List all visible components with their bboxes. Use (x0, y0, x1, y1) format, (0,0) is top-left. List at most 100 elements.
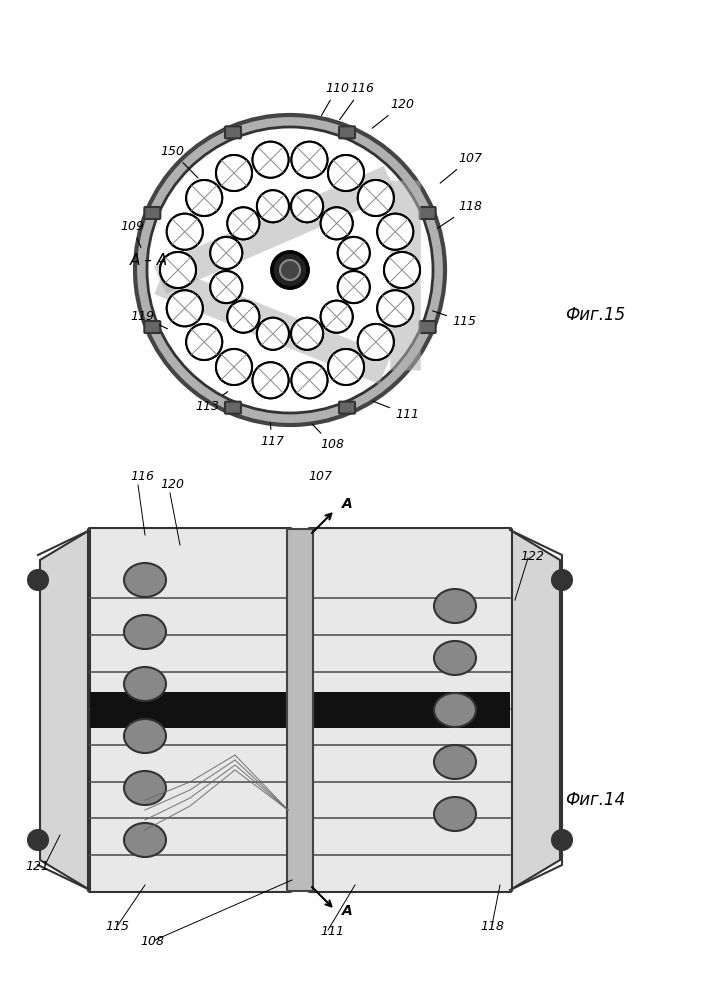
Ellipse shape (124, 615, 166, 649)
Circle shape (252, 142, 288, 178)
Text: 108: 108 (312, 424, 344, 451)
Circle shape (210, 271, 243, 303)
Text: 115: 115 (433, 311, 476, 328)
Ellipse shape (28, 570, 48, 590)
Text: 116: 116 (130, 470, 154, 483)
Circle shape (358, 180, 394, 216)
FancyBboxPatch shape (420, 321, 436, 333)
Circle shape (291, 362, 327, 398)
Circle shape (257, 190, 289, 222)
FancyBboxPatch shape (144, 207, 160, 219)
Circle shape (167, 290, 203, 326)
Text: 107: 107 (440, 152, 482, 183)
Circle shape (384, 252, 420, 288)
Text: 119: 119 (130, 310, 168, 329)
Circle shape (216, 349, 252, 385)
Circle shape (358, 324, 394, 360)
Circle shape (160, 252, 196, 288)
Circle shape (216, 349, 252, 385)
Ellipse shape (434, 745, 476, 779)
Circle shape (186, 180, 222, 216)
FancyBboxPatch shape (308, 528, 512, 892)
Circle shape (291, 142, 327, 178)
Text: 108: 108 (140, 935, 164, 948)
Circle shape (291, 318, 323, 350)
Circle shape (160, 252, 196, 288)
Text: 117: 117 (260, 423, 284, 448)
Circle shape (358, 324, 394, 360)
Ellipse shape (124, 667, 166, 701)
Circle shape (167, 214, 203, 250)
Circle shape (257, 318, 289, 350)
Ellipse shape (28, 830, 48, 850)
Text: 109: 109 (120, 220, 144, 247)
Circle shape (228, 301, 259, 333)
Circle shape (272, 252, 308, 288)
Circle shape (167, 214, 203, 250)
Circle shape (378, 290, 414, 326)
Circle shape (210, 237, 243, 269)
Circle shape (328, 155, 364, 191)
Ellipse shape (124, 563, 166, 597)
Circle shape (291, 190, 323, 222)
FancyBboxPatch shape (287, 529, 313, 891)
Ellipse shape (434, 693, 476, 727)
Text: 107: 107 (308, 470, 332, 483)
FancyBboxPatch shape (420, 207, 436, 219)
Circle shape (378, 290, 414, 326)
Text: A: A (342, 497, 353, 511)
Polygon shape (40, 530, 90, 890)
Circle shape (338, 271, 370, 303)
Ellipse shape (434, 641, 476, 675)
Text: 111: 111 (320, 925, 344, 938)
Text: 116: 116 (339, 82, 374, 120)
Polygon shape (90, 692, 290, 728)
Circle shape (216, 155, 252, 191)
Circle shape (291, 318, 323, 350)
Circle shape (167, 290, 203, 326)
Circle shape (321, 207, 353, 239)
Text: 122: 122 (520, 550, 544, 563)
Polygon shape (510, 530, 560, 890)
Ellipse shape (552, 570, 572, 590)
Text: Фиг.15: Фиг.15 (565, 306, 625, 324)
Ellipse shape (434, 797, 476, 831)
Circle shape (321, 301, 353, 333)
Circle shape (378, 214, 414, 250)
Circle shape (252, 142, 288, 178)
Circle shape (338, 237, 370, 269)
Text: A – A: A – A (130, 253, 168, 268)
Polygon shape (310, 692, 510, 728)
Text: 120: 120 (372, 98, 414, 128)
Text: 111: 111 (373, 401, 419, 421)
FancyBboxPatch shape (339, 126, 355, 138)
Text: 118: 118 (480, 920, 504, 933)
Circle shape (280, 260, 300, 280)
Text: 150: 150 (160, 145, 198, 178)
Circle shape (210, 237, 243, 269)
Ellipse shape (552, 830, 572, 850)
Circle shape (280, 260, 300, 280)
Circle shape (257, 190, 289, 222)
Text: 115: 115 (105, 920, 129, 933)
Circle shape (252, 362, 288, 398)
Ellipse shape (434, 589, 476, 623)
Text: 118: 118 (438, 200, 482, 228)
Circle shape (384, 252, 420, 288)
Circle shape (378, 214, 414, 250)
Circle shape (186, 180, 222, 216)
FancyBboxPatch shape (339, 402, 355, 414)
Circle shape (328, 155, 364, 191)
FancyBboxPatch shape (225, 126, 241, 138)
Circle shape (135, 115, 445, 425)
Text: Фиг.14: Фиг.14 (565, 791, 625, 809)
Circle shape (321, 207, 353, 239)
Ellipse shape (124, 771, 166, 805)
Ellipse shape (124, 823, 166, 857)
Circle shape (291, 190, 323, 222)
Circle shape (228, 207, 259, 239)
Circle shape (257, 318, 289, 350)
Text: 110: 110 (322, 82, 349, 116)
Text: 120: 120 (160, 478, 184, 491)
Circle shape (291, 362, 327, 398)
